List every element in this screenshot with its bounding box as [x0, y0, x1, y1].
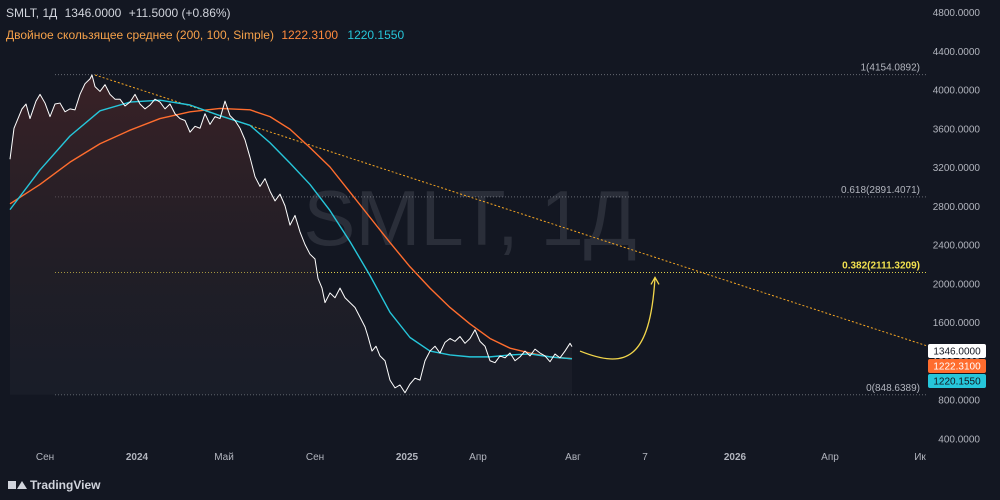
x-tick-label: 7	[642, 452, 648, 463]
y-tick-label: 400.0000	[938, 434, 980, 445]
y-tick-label: 4800.0000	[933, 8, 981, 19]
last-value-label: 1222.3100	[933, 362, 981, 373]
brand-name: TradingView	[30, 478, 101, 492]
y-tick-label: 4400.0000	[933, 47, 981, 58]
fib-level-label: 1(4154.0892)	[861, 63, 921, 74]
x-tick-label: Май	[214, 452, 234, 463]
chart-header: SMLT, 1Д 1346.0000 +11.5000 (+0.86%)	[6, 6, 231, 20]
fib-level-label: 0.382(2111.3209)	[842, 260, 920, 271]
price-line	[9, 74, 573, 394]
last-value-badge	[928, 374, 986, 388]
y-tick-label: 800.0000	[938, 396, 980, 407]
x-tick-label: Апр	[469, 452, 487, 463]
projection-arrowhead-icon	[650, 276, 660, 285]
ma100-value: 1220.1550	[347, 28, 405, 42]
y-tick-label: 3200.0000	[933, 163, 981, 174]
indicator-title[interactable]: Двойное скользящее среднее (200, 100, Si…	[6, 28, 274, 42]
x-tick-label: Сен	[36, 452, 54, 463]
price-area-fill	[10, 74, 572, 395]
symbol-watermark: SMLT, 1Д	[303, 174, 636, 262]
last-value-label: 1220.1550	[933, 377, 981, 388]
y-tick-label: 2400.0000	[933, 241, 981, 252]
last-value-label: 1346.0000	[933, 347, 981, 358]
y-tick-label: 4000.0000	[933, 86, 981, 97]
last-value-badge	[928, 344, 986, 358]
symbol-title[interactable]: SMLT, 1Д	[6, 6, 58, 20]
ma200-value: 1222.3100	[281, 28, 339, 42]
last-price: 1346.0000	[64, 6, 122, 20]
ma200-line	[9, 107, 573, 360]
indicator-legend[interactable]: Двойное скользящее среднее (200, 100, Si…	[6, 28, 404, 42]
fib-level-label: 0.618(2891.4071)	[841, 185, 920, 196]
y-tick-label: 3600.0000	[933, 124, 981, 135]
x-tick-label: Авг	[565, 452, 581, 463]
tradingview-logo[interactable]: TradingView	[8, 478, 100, 492]
projection-curve	[579, 277, 656, 360]
last-value-badge	[928, 359, 986, 373]
fib-level-label: 0(848.6389)	[866, 383, 920, 394]
y-tick-label: 2800.0000	[933, 202, 981, 213]
x-tick-label: 2025	[396, 452, 419, 463]
x-tick-label: 2024	[126, 452, 149, 463]
tradingview-icon	[8, 480, 27, 490]
y-tick-label: 1600.0000	[933, 318, 981, 329]
x-tick-label: 2026	[724, 452, 747, 463]
x-tick-label: Сен	[306, 452, 324, 463]
x-tick-label: Апр	[821, 452, 839, 463]
price-change: +11.5000 (+0.86%)	[128, 6, 231, 20]
y-tick-label: 2000.0000	[933, 279, 981, 290]
x-tick-label: Ик	[914, 452, 926, 463]
